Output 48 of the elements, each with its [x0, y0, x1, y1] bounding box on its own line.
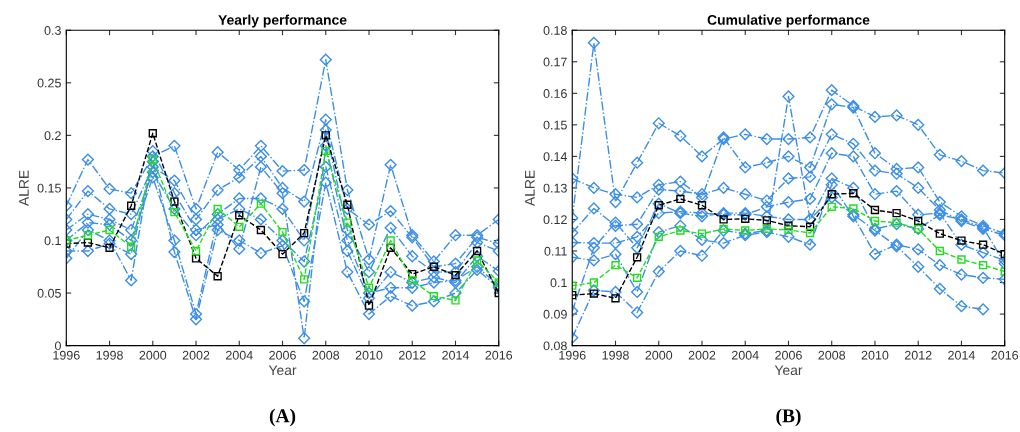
x-tick-label: 2008: [818, 350, 846, 360]
x-tick-label: 1998: [602, 350, 629, 360]
y-tick-label: 0: [54, 341, 61, 351]
text: (B): [776, 408, 801, 427]
y-tick-label: 0.14: [543, 152, 568, 162]
x-tick-label: 2012: [398, 350, 426, 360]
x-tick-label: 2016: [485, 350, 513, 360]
y-tick-label: 0.05: [37, 288, 61, 298]
x-tick-label: 2004: [226, 350, 253, 360]
y-tick-label: 0.08: [543, 341, 567, 351]
x-tick-label: 2000: [139, 350, 167, 360]
y-tick-label: 0.1: [550, 278, 567, 288]
x-tick-label: 1998: [96, 350, 123, 360]
x-tick-label: 2002: [182, 350, 210, 360]
y-tick-label: 0.1: [44, 236, 61, 246]
y-tick-label: 0.3: [44, 26, 61, 35]
x-tick-label: 2016: [991, 350, 1019, 360]
x-tick-label: 2010: [861, 350, 889, 360]
x-tick-label: 2008: [312, 350, 340, 360]
x-axis-title: Year: [774, 365, 803, 376]
y-axis-title: ALRE: [525, 170, 535, 207]
x-tick-label: 1996: [53, 350, 80, 360]
x-tick-label: 2002: [688, 350, 716, 360]
x-axis-title: Year: [268, 365, 297, 376]
chart-title: Yearly performance: [218, 14, 347, 28]
y-tick-label: 0.15: [543, 120, 567, 130]
y-tick-label: 0.17: [543, 57, 567, 67]
y-tick-label: 0.16: [543, 89, 567, 98]
x-tick-label: 2014: [948, 350, 975, 360]
y-tick-label: 0.15: [37, 183, 61, 193]
chart-title: Cumulative performance: [707, 14, 870, 28]
x-tick-label: 1996: [559, 350, 586, 360]
y-tick-label: 0.18: [543, 26, 567, 35]
y-tick-label: 0.25: [37, 78, 61, 88]
x-tick-label: 2006: [775, 350, 802, 360]
x-tick-label: 2014: [442, 350, 470, 360]
x-tick-label: 2012: [904, 350, 932, 360]
text: (A): [269, 408, 296, 427]
x-tick-label: 2004: [731, 350, 759, 360]
x-tick-label: 2006: [269, 350, 296, 360]
y-tick-label: 0.09: [543, 309, 567, 319]
x-tick-label: 2010: [355, 350, 383, 360]
y-tick-label: 0.2: [44, 131, 61, 141]
x-tick-label: 2000: [645, 350, 673, 360]
y-tick-label: 0.12: [543, 215, 567, 225]
y-tick-label: 0.11: [544, 246, 567, 256]
y-tick-label: 0.13: [543, 183, 567, 193]
y-axis-title: ALRE: [19, 170, 29, 207]
